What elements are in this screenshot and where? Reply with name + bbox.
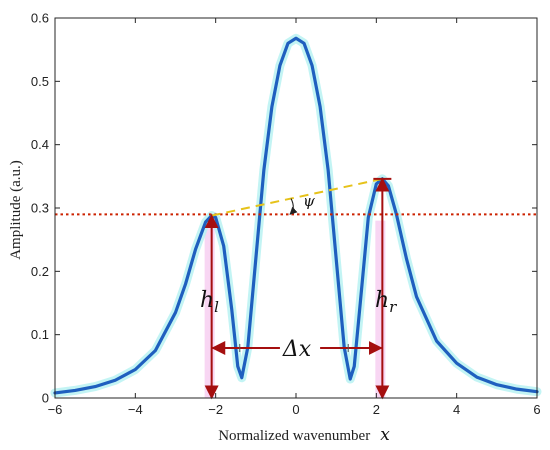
psi-label: ψ xyxy=(303,192,315,210)
delta-x-label: Δx xyxy=(282,337,312,362)
x-axis-label: Normalized wavenumber x xyxy=(218,425,390,445)
y-tick-label: 0.1 xyxy=(31,327,49,342)
psi-angle-arc xyxy=(289,198,298,215)
x-tick-label: 4 xyxy=(453,402,460,417)
tick-group: −6 −4 −2 0 2 4 6 0 0.1 0.2 0.3 0.4 0.5 0.6 xyxy=(31,11,541,418)
x-tick-label: −4 xyxy=(128,402,143,417)
h-left-main: h xyxy=(200,288,214,313)
h-left-subscript: l xyxy=(214,298,219,316)
y-tick-label: 0.5 xyxy=(31,74,49,89)
h-right-subscript: r xyxy=(389,298,397,316)
x-tick-label: 0 xyxy=(292,402,299,417)
h-right-main: h xyxy=(375,288,389,313)
x-tick-label: 2 xyxy=(373,402,380,417)
y-axis-label: Amplitude (a.u.) xyxy=(8,160,24,260)
x-tick-label: −6 xyxy=(48,402,63,417)
y-tick-label: 0 xyxy=(42,391,49,406)
peak-connector-dashed xyxy=(211,177,383,217)
x-axis-label-symbol: x xyxy=(380,425,390,445)
series-line xyxy=(53,36,539,395)
y-tick-label: 0.3 xyxy=(31,201,49,216)
annotation-group xyxy=(204,177,392,400)
h-right-label: hr xyxy=(375,288,397,316)
y-tick-label: 0.2 xyxy=(31,264,49,279)
series-group xyxy=(53,36,539,395)
y-tick-label: 0.6 xyxy=(31,11,49,26)
x-axis-label-text: Normalized wavenumber xyxy=(218,428,370,444)
h-left-label: hl xyxy=(200,288,219,316)
x-tick-label: 6 xyxy=(533,402,540,417)
x-tick-label: −2 xyxy=(208,402,223,417)
y-tick-label: 0.4 xyxy=(31,137,49,152)
